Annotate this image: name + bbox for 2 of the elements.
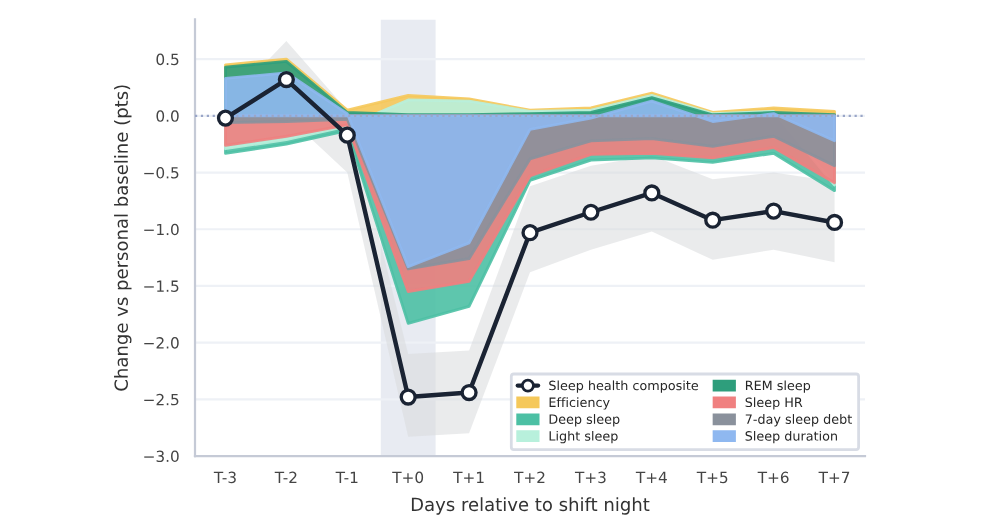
x-axis-title: Days relative to shift night (411, 497, 650, 515)
y-axis-title: Change vs personal baseline (pts) (114, 85, 132, 391)
